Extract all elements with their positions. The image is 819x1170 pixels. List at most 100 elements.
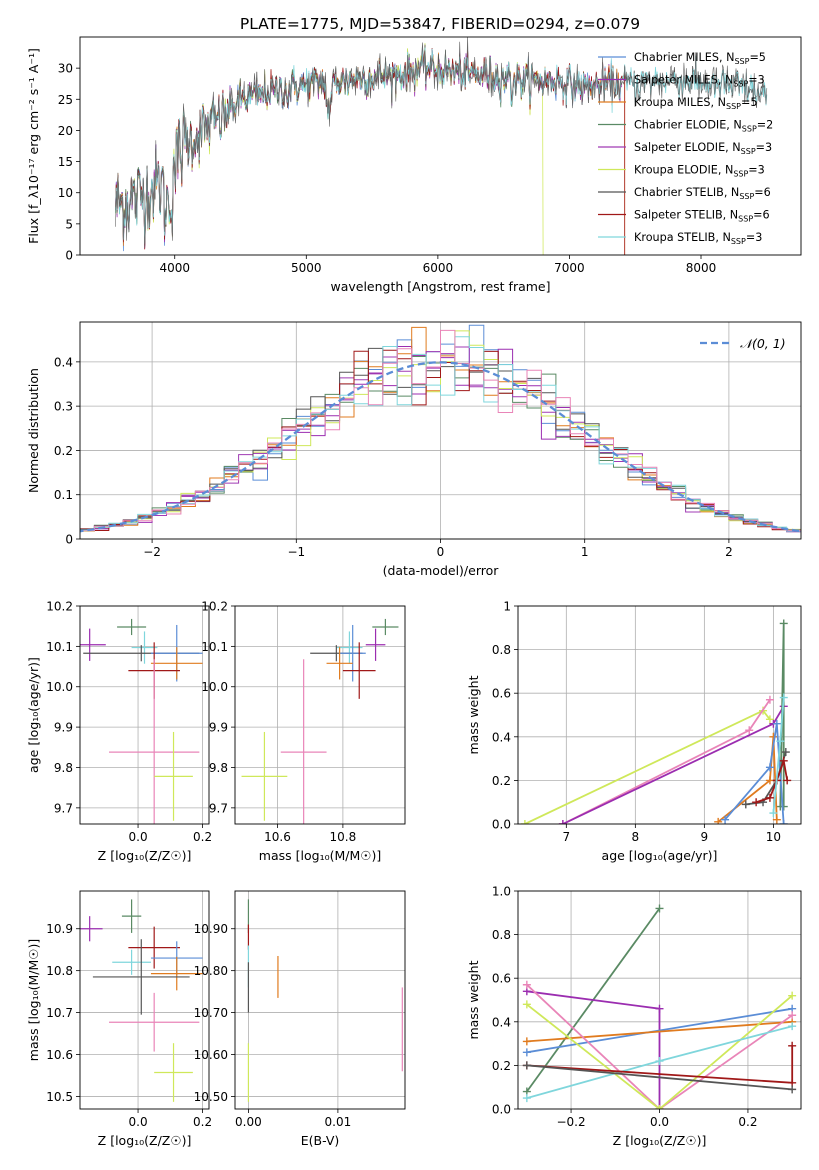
axes-frame — [234, 890, 406, 1110]
axes-frame — [79, 321, 802, 540]
weight-marker — [788, 1041, 797, 1050]
weight-marker — [779, 802, 788, 811]
spectrum-legend: Chabrier MILES, NSSP=5 Salpeter MILES, NS… — [598, 51, 773, 246]
y-tick-label: 0.1 — [54, 488, 73, 502]
y-tick-label: 9.7 — [54, 801, 73, 815]
x-tick-label: −0.2 — [556, 1115, 585, 1129]
y-tick-label: 0.2 — [54, 444, 73, 458]
y-tick-label: 30 — [58, 62, 73, 76]
error-bar-point — [154, 731, 193, 821]
x-tick-label: 1 — [581, 545, 589, 559]
y-tick-label: 9.9 — [209, 721, 228, 735]
residuals-plot — [80, 324, 801, 534]
y-tick-label: 10.9 — [46, 922, 73, 936]
y-axis-label: Flux [f_λ10⁻¹⁷ erg cm⁻² s⁻¹ A⁻¹] — [26, 48, 41, 244]
legend-entry: Chabrier MILES, NSSP=5 — [634, 51, 766, 66]
weight-marker — [788, 1085, 797, 1094]
y-tick-label: 5 — [65, 217, 73, 231]
axes-frame — [79, 890, 210, 1110]
error-bar-point — [112, 949, 151, 975]
x-tick-label: 0.2 — [193, 1115, 212, 1129]
x-tick-label: 2 — [725, 545, 733, 559]
y-tick-label: 10.2 — [201, 600, 228, 614]
weight-marker — [772, 719, 781, 728]
x-tick-label: 0.0 — [650, 1115, 669, 1129]
age_vs_mass-axes: 10.6 10.8 9.7 9.8 9.9 10.0 10.1 10.2 mass [log₁₀… — [201, 600, 406, 863]
weight-marker — [769, 732, 778, 741]
y-tick-label: 1.0 — [492, 885, 511, 899]
x-tick-label: 0 — [437, 545, 445, 559]
y-tick-label: 1 — [503, 600, 511, 614]
axes-frame — [234, 605, 406, 825]
weight-marker — [779, 693, 788, 702]
error-bar-point — [92, 939, 190, 1015]
legend-entry: Kroupa STELIB, NSSP=3 — [634, 231, 762, 246]
legend-entry: Chabrier ELODIE, NSSP=2 — [634, 119, 773, 134]
axes-frame — [517, 890, 802, 1110]
weight-marker — [765, 715, 774, 724]
x-axis-label: age [log₁₀(age/yr)] — [602, 848, 718, 863]
y-tick-label: 0.0 — [492, 818, 511, 832]
weight-series-line — [526, 1064, 793, 1091]
y-tick-label: 0.8 — [492, 643, 511, 657]
weight-series-line — [717, 736, 778, 823]
error-bar-point — [121, 899, 142, 933]
x-axis-label: (data-model)/error — [383, 563, 500, 578]
mass_vs_EBV-points — [247, 899, 403, 1102]
weight-marker — [522, 980, 531, 989]
y-tick-label: 0.2 — [492, 774, 511, 788]
x-tick-label: 7 — [562, 830, 570, 844]
y-axis-label: mass [log₁₀(M/M☉)] — [26, 939, 41, 1061]
y-tick-label: 25 — [58, 93, 73, 107]
residuals-axes: −2 −1 0 1 2 0 0.1 0.2 0.3 0.4 (data-model)/error No… — [26, 321, 802, 578]
x-tick-label: 10.6 — [264, 830, 291, 844]
weight_vs_age-lines — [520, 619, 792, 824]
normal-curve — [80, 361, 801, 533]
x-tick-label: 5000 — [291, 261, 322, 275]
y-tick-label: 10.7 — [46, 1006, 73, 1020]
y-axis-label: Normed distribution — [26, 368, 41, 493]
x-tick-label: 6000 — [423, 261, 454, 275]
error-bar-point — [154, 1043, 193, 1102]
error-bar-point — [109, 659, 200, 824]
weight-marker — [655, 904, 664, 913]
age_vs_Z-axes: 0.0 0.2 9.7 9.8 9.9 10.0 10.1 10.2 Z [log₁₀(Z/Z☉… — [26, 600, 212, 864]
weight-marker — [788, 1011, 797, 1020]
y-tick-label: 10.50 — [194, 1090, 228, 1104]
weight-marker — [779, 619, 788, 628]
weight-marker — [779, 820, 788, 824]
weight-marker — [779, 756, 788, 765]
mass_vs_Z-axes: 0.0 0.2 10.5 10.6 10.7 10.8 10.9 Z [log₁₀(Z/Z☉)… — [26, 890, 212, 1148]
legend-entry: Salpeter MILES, NSSP=3 — [634, 74, 765, 89]
error-bar-point — [326, 647, 353, 680]
weight-marker — [522, 1048, 531, 1057]
error-bar-point — [342, 642, 376, 699]
weight_vs_age-axes: 7 8 9 10 0.0 0.2 0.4 0.6 0.8 1 age [log₁₀(age/yr)]… — [466, 600, 802, 863]
weight-marker — [788, 991, 797, 1000]
weight-marker — [752, 798, 761, 807]
y-tick-label: 0.3 — [54, 400, 73, 414]
error-bar-point — [150, 647, 203, 680]
mass_vs_Z-points — [80, 899, 203, 1102]
y-tick-label: 0.0 — [492, 1103, 511, 1117]
y-tick-label: 10.0 — [46, 680, 73, 694]
y-tick-label: 10.60 — [194, 1048, 228, 1062]
x-tick-label: −1 — [287, 545, 305, 559]
weight-marker — [781, 748, 790, 757]
error-bar-point — [365, 628, 386, 661]
y-tick-label: 10.5 — [46, 1090, 73, 1104]
y-tick-label: 20 — [58, 124, 73, 138]
legend-entry: Salpeter STELIB, NSSP=6 — [634, 209, 770, 224]
y-tick-label: 10 — [58, 186, 73, 200]
weight-marker — [769, 809, 778, 818]
observed-spectrum-line — [115, 37, 768, 249]
legend-entry: Kroupa MILES, NSSP=5 — [634, 96, 757, 111]
x-tick-label: 0.0 — [129, 830, 148, 844]
error-bar-point — [150, 956, 203, 991]
weight-series-line — [526, 1007, 793, 1054]
x-axis-label: wavelength [Angstrom, rest frame] — [330, 279, 550, 294]
weight-marker — [765, 763, 774, 772]
y-tick-label: 0.6 — [492, 687, 511, 701]
axes-frame — [517, 605, 802, 825]
x-tick-label: 8000 — [686, 261, 717, 275]
